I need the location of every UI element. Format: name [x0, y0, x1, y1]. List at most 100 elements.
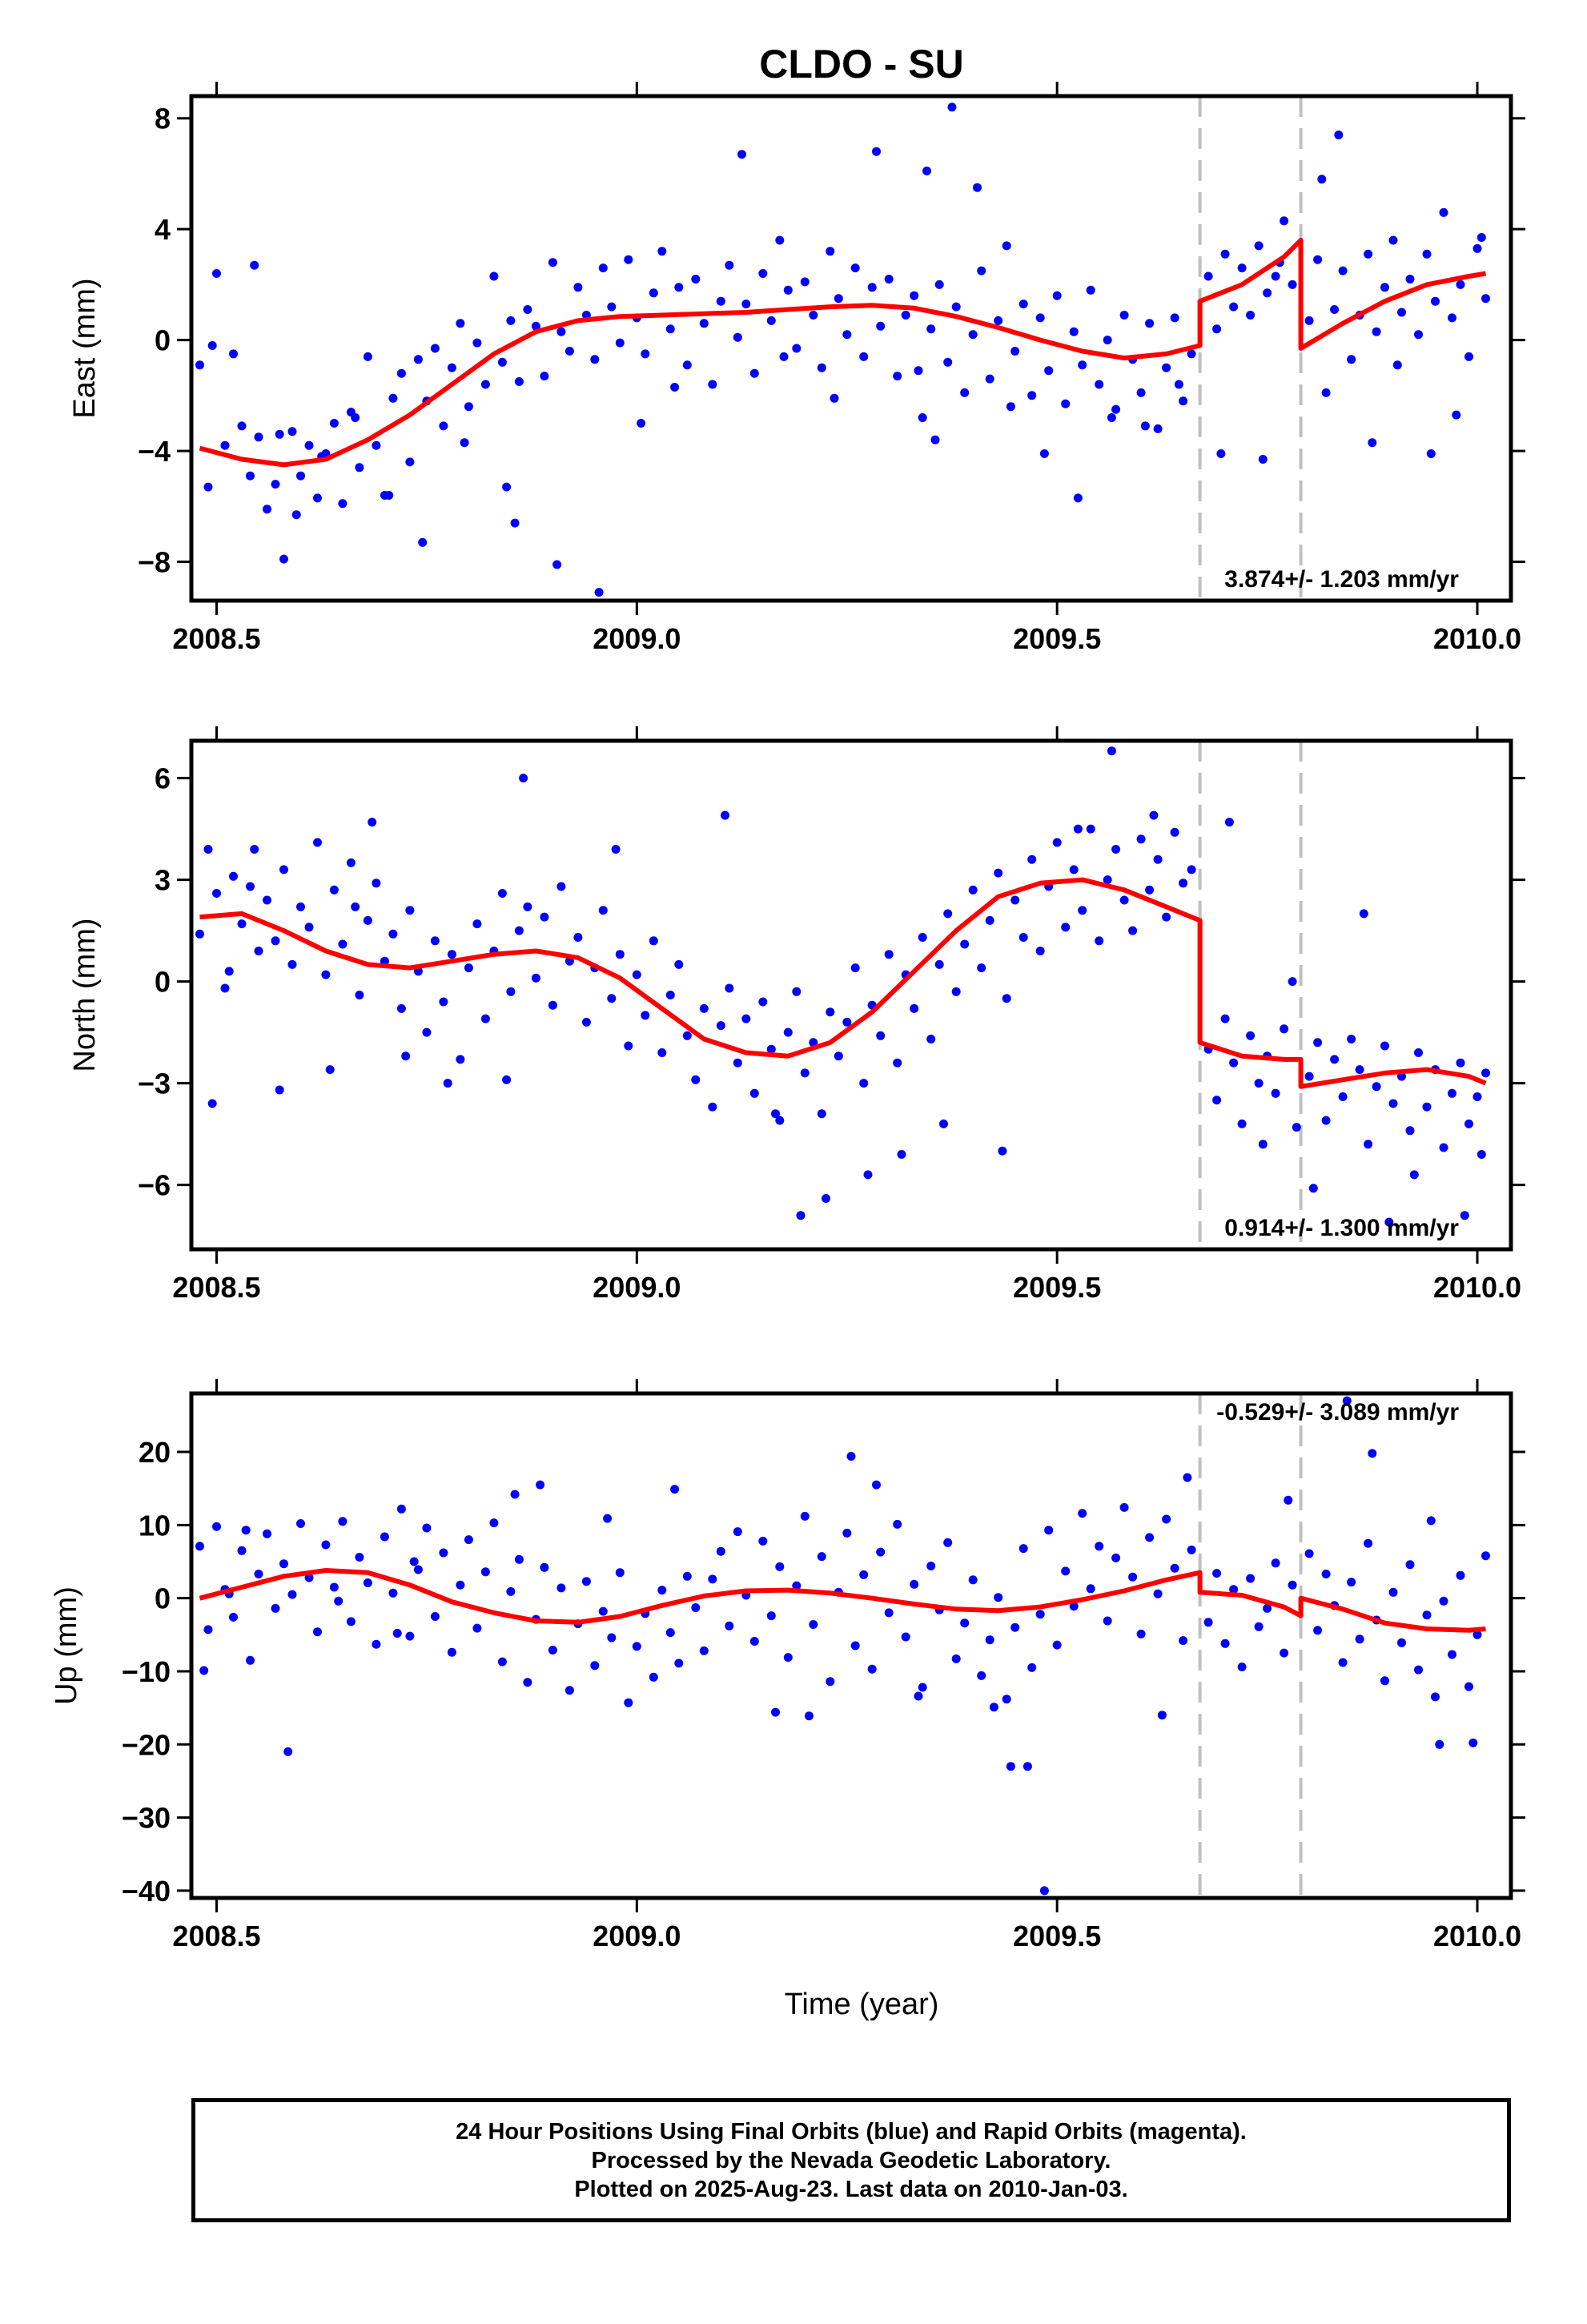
east-data-point	[1426, 449, 1436, 458]
footer-caption-box: 24 Hour Positions Using Final Orbits (bl…	[191, 2098, 1511, 2222]
up-data-point	[1368, 1449, 1377, 1458]
up-data-point	[775, 1562, 785, 1571]
up-data-point	[237, 1546, 247, 1555]
north-data-point	[960, 939, 970, 949]
north-model-fit-line	[199, 877, 1487, 1089]
up-x-tick-label: 2009.5	[1013, 1920, 1101, 1952]
east-data-point	[1258, 455, 1268, 464]
up-data-point	[809, 1620, 818, 1629]
north-data-point	[826, 1007, 835, 1017]
north-data-point	[897, 1150, 906, 1159]
up-data-point	[212, 1522, 221, 1531]
up-data-point	[1355, 1634, 1364, 1644]
up-data-point	[447, 1647, 456, 1657]
east-data-point	[329, 419, 339, 428]
east-data-point	[1010, 347, 1020, 356]
east-data-point	[977, 266, 986, 275]
east-data-point	[1187, 349, 1196, 359]
up-data-point	[872, 1480, 881, 1490]
east-data-point	[876, 321, 886, 331]
up-data-point	[540, 1562, 549, 1572]
up-y-tick-label: 20	[139, 1436, 171, 1469]
up-data-point	[1472, 1630, 1482, 1639]
up-data-point	[1145, 1533, 1155, 1542]
footer-line-processed: Processed by the Nevada Geodetic Laborat…	[591, 2147, 1111, 2173]
footer-line-plotted: Plotted on 2025-Aug-23. Last data on 201…	[574, 2176, 1128, 2202]
north-data-point	[1246, 1031, 1256, 1040]
east-data-point	[1095, 380, 1104, 389]
east-data-point	[716, 296, 725, 306]
east-data-point	[1464, 352, 1473, 361]
north-data-point	[355, 991, 364, 999]
up-data-point	[1397, 1638, 1406, 1647]
east-y-tick-label: 0	[155, 324, 171, 357]
east-data-point	[792, 344, 802, 353]
north-data-point	[1069, 865, 1079, 875]
north-data-point	[456, 1055, 465, 1064]
east-data-point	[994, 316, 1003, 325]
north-data-point	[464, 963, 473, 973]
east-data-point	[1212, 324, 1222, 334]
up-data-point	[1153, 1589, 1163, 1598]
north-data-point	[363, 915, 372, 925]
up-data-point	[581, 1577, 591, 1586]
up-data-point	[914, 1691, 923, 1701]
north-data-point	[598, 906, 608, 915]
up-data-point	[334, 1596, 344, 1606]
up-data-point	[910, 1579, 919, 1589]
east-data-point	[263, 505, 271, 514]
up-data-point	[649, 1672, 658, 1682]
up-data-point	[1044, 1526, 1054, 1535]
up-data-point	[523, 1678, 532, 1687]
east-data-point	[1140, 421, 1150, 431]
up-data-point	[1342, 1396, 1352, 1405]
east-data-point	[1203, 271, 1213, 281]
north-data-point	[1107, 746, 1116, 756]
east-data-point	[809, 311, 818, 320]
up-data-point	[472, 1623, 482, 1633]
north-data-point	[1338, 1092, 1348, 1101]
east-data-point	[918, 413, 927, 422]
east-data-point	[1254, 241, 1264, 251]
north-data-point	[968, 885, 978, 895]
east-data-point	[388, 393, 398, 403]
up-data-point	[943, 1538, 953, 1547]
north-data-point	[346, 858, 356, 867]
north-data-point	[708, 1102, 717, 1112]
north-data-point	[279, 865, 288, 875]
north-data-point	[998, 1146, 1007, 1156]
north-data-point	[1422, 1102, 1432, 1112]
north-data-point	[1472, 1092, 1482, 1101]
north-data-point	[325, 1065, 335, 1075]
north-data-point	[254, 947, 263, 955]
north-data-point	[220, 983, 230, 993]
north-data-point	[1073, 824, 1083, 834]
up-data-point	[1263, 1603, 1272, 1613]
north-data-point	[842, 1017, 852, 1027]
east-data-point	[850, 263, 860, 273]
east-data-point	[460, 438, 469, 448]
up-data-point	[1481, 1551, 1490, 1561]
up-data-point	[884, 1608, 894, 1618]
north-data-point	[401, 1051, 411, 1061]
up-data-point	[355, 1553, 364, 1562]
north-data-point	[1280, 1024, 1289, 1034]
east-data-point	[615, 338, 625, 348]
up-data-point	[564, 1686, 574, 1695]
north-data-point	[934, 959, 944, 969]
north-data-point	[1187, 865, 1196, 875]
north-data-point	[951, 987, 961, 996]
up-y-tick-label: −20	[122, 1728, 171, 1761]
north-data-point	[632, 970, 641, 979]
up-data-point	[624, 1698, 633, 1707]
up-data-point	[805, 1711, 814, 1721]
east-data-point	[657, 247, 667, 256]
east-data-point	[1334, 131, 1344, 139]
north-data-point	[1456, 1058, 1465, 1068]
up-data-point	[1095, 1542, 1104, 1551]
east-data-point	[665, 324, 675, 334]
north-data-point	[1212, 1096, 1222, 1105]
east-data-point	[1237, 263, 1247, 273]
up-data-point	[1086, 1584, 1095, 1594]
up-data-point	[733, 1527, 742, 1537]
